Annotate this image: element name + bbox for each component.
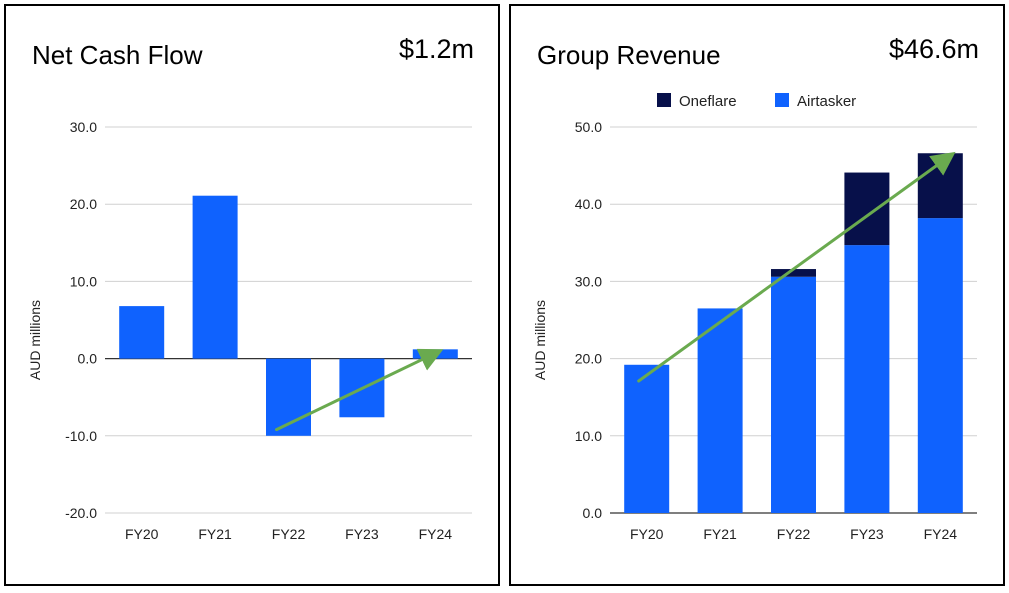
y-tick-label: 50.0	[575, 119, 602, 135]
bar-airtasker-fy22	[771, 276, 816, 513]
legend-label-airtasker: Airtasker	[797, 93, 856, 110]
bar-airtasker-fy23	[844, 245, 890, 513]
y-tick-label: 40.0	[575, 196, 602, 212]
bar-airtasker-fy20	[624, 364, 670, 513]
y-tick-label: 10.0	[575, 428, 602, 444]
legend-swatch-airtasker	[775, 93, 789, 107]
chart-title: Group Revenue	[537, 40, 721, 70]
y-tick-label: 0.0	[78, 351, 98, 367]
x-tick-label: FY22	[272, 526, 306, 542]
bar-oneflare-fy22	[771, 269, 816, 277]
y-tick-label: 10.0	[70, 273, 97, 289]
x-tick-label: FY22	[777, 526, 811, 542]
y-tick-label: 20.0	[575, 351, 602, 367]
group-revenue-chart: 50.0 40.0 30.0 20.0 10.0 0.0 AUD millions FY20 F…	[532, 93, 977, 542]
bar-fy20	[119, 306, 165, 359]
legend-swatch-oneflare	[657, 93, 671, 107]
bar-oneflare-fy23	[844, 172, 890, 246]
chart-title: Net Cash Flow	[32, 40, 203, 70]
bar-airtasker-fy24	[917, 218, 963, 513]
trend-arrow	[637, 151, 956, 383]
x-tick-label: FY21	[703, 526, 737, 542]
x-tick-label: FY24	[924, 526, 958, 542]
x-tick-label: FY21	[198, 526, 232, 542]
y-tick-label: -20.0	[65, 505, 97, 521]
headline-value: $46.6m	[888, 34, 979, 64]
y-tick-label: -10.0	[65, 428, 97, 444]
net-cash-flow-chart: 30.0 20.0 10.0 0.0 -10.0 -20.0 AUD millions FY2…	[27, 119, 472, 542]
x-tick-label: FY23	[850, 526, 884, 542]
bar-fy21	[192, 195, 238, 359]
bar-airtasker-fy21	[697, 308, 743, 513]
y-tick-label: 30.0	[575, 273, 602, 289]
y-tick-label: 30.0	[70, 119, 97, 135]
x-tick-label: FY24	[419, 526, 453, 542]
net-cash-flow-panel: Net Cash Flow $1.2m 30.0 20.0 10.0 0.0 -10.0…	[4, 4, 500, 586]
headline-value: $1.2m	[398, 34, 474, 64]
legend-label-oneflare: Oneflare	[679, 93, 737, 110]
y-axis-label: AUD millions	[27, 300, 43, 380]
x-tick-label: FY23	[345, 526, 379, 542]
trend-arrow	[275, 348, 444, 432]
y-tick-label: 0.0	[583, 505, 603, 521]
y-tick-label: 20.0	[70, 196, 97, 212]
x-tick-label: FY20	[630, 526, 664, 542]
x-tick-label: FY20	[125, 526, 159, 542]
group-revenue-panel: Group Revenue $46.6m 50.0 40.0 30.0 20.0 10.…	[509, 4, 1005, 586]
y-axis-label: AUD millions	[532, 300, 548, 380]
